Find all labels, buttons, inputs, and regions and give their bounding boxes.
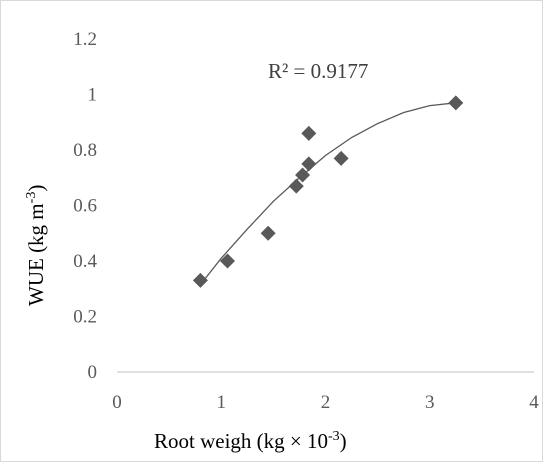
x-tick-label: 3 xyxy=(425,392,435,413)
r-squared-label: R² = 0.9177 xyxy=(268,59,368,83)
data-point xyxy=(301,156,317,172)
y-axis-title: WUE (kg m-3) xyxy=(24,185,48,306)
y-tick-label: 1 xyxy=(88,85,98,106)
data-point xyxy=(192,272,208,288)
x-tick-label: 1 xyxy=(217,392,227,413)
x-tick-label: 4 xyxy=(529,392,539,413)
data-point xyxy=(448,95,464,111)
x-tick-label: 0 xyxy=(112,392,122,413)
data-point xyxy=(295,167,311,183)
data-point xyxy=(220,253,236,269)
data-point xyxy=(301,125,317,141)
data-point xyxy=(260,225,276,241)
x-tick-label: 2 xyxy=(321,392,331,413)
trendline-curve xyxy=(199,102,456,286)
x-axis-ticks: 0 1 2 3 4 xyxy=(112,392,539,413)
y-axis-ticks: 0 0.2 0.4 0.6 0.8 1 1.2 xyxy=(73,29,97,383)
y-tick-label: 0.8 xyxy=(73,140,97,161)
y-tick-label: 0 xyxy=(88,362,98,383)
y-tick-label: 0.6 xyxy=(73,196,97,217)
trendline xyxy=(199,102,456,286)
data-point xyxy=(333,150,349,166)
y-tick-label: 0.4 xyxy=(73,251,97,272)
y-tick-label: 1.2 xyxy=(73,29,97,50)
data-point xyxy=(288,178,304,194)
data-points xyxy=(192,95,464,288)
y-tick-label: 0.2 xyxy=(73,307,97,328)
x-axis-title: Root weigh (kg × 10-3) xyxy=(154,429,347,453)
